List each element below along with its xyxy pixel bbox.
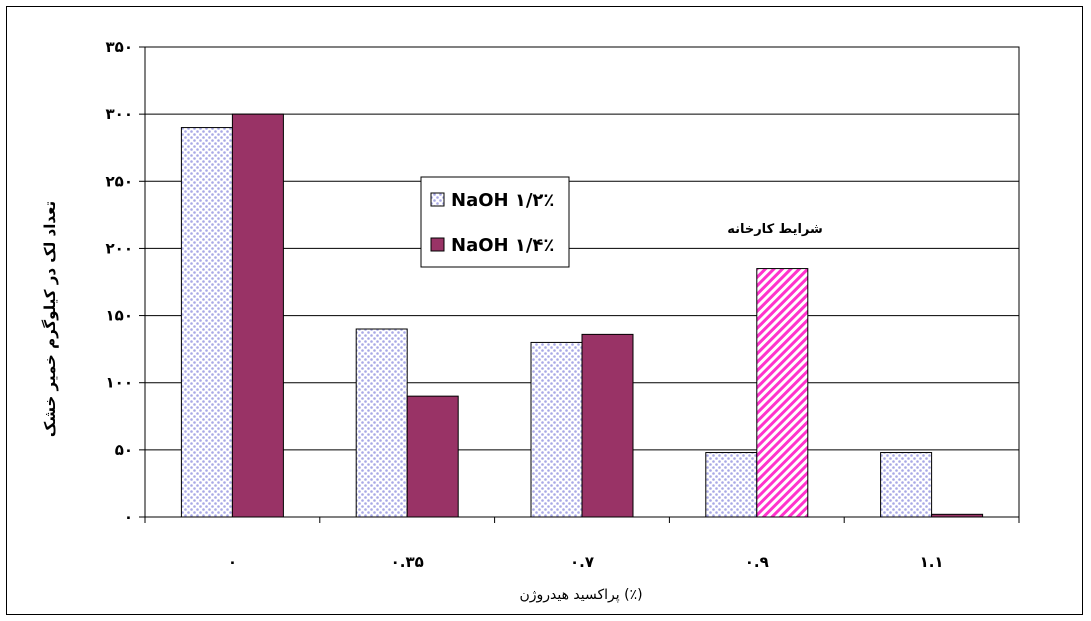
x-tick-label: ۱.۱: [920, 553, 944, 571]
chart-frame: ۰ ۵۰ ۱۰۰ ۱۵۰ ۲۰۰ ۲۵۰ ۳۰۰ ۳۵۰ ۰ ۰.۳۵ ۰.۷ ۰.۹ ۱.۱ تعدا…: [6, 6, 1083, 615]
bar-factory-conditions: [756, 268, 809, 518]
bar-series-1: [530, 341, 583, 518]
y-tick-label: ۲۵۰: [106, 172, 133, 190]
y-tick-label: ۱۰۰: [106, 374, 133, 392]
x-tick-label: ۰: [228, 553, 237, 571]
x-tick-label: ۰.۷: [570, 553, 594, 571]
legend-box: [420, 176, 570, 268]
y-axis-title: تعداد لک در کیلوگرم خمیر خشک: [41, 201, 59, 437]
y-tick-label: ۳۰۰: [106, 105, 133, 123]
bar-series-1: [705, 452, 758, 518]
factory-conditions-annotation: شرایط کارخانه: [727, 222, 823, 237]
legend-swatch-series-2: [430, 237, 445, 252]
x-tick-label: ۰.۹: [745, 553, 769, 571]
bar-series-1: [180, 127, 233, 518]
y-tick-label: ۲۰۰: [106, 239, 133, 257]
legend: NaOH ۱/۲٪ NaOH ۱/۴٪: [420, 176, 570, 268]
y-tick-label: ۵۰: [115, 441, 133, 459]
bar-series-2: [581, 333, 634, 518]
x-axis-title: پراکسید هیدروژن (٪): [519, 587, 642, 603]
bar-series-1: [880, 452, 933, 518]
y-tick-label: ۳۵۰: [106, 38, 133, 56]
legend-label-series-1: NaOH ۱/۲٪: [451, 190, 554, 211]
bar-series-1: [355, 328, 408, 518]
x-tick-label: ۰.۳۵: [391, 553, 424, 571]
bar-series-2: [231, 113, 284, 518]
legend-label-series-2: NaOH ۱/۴٪: [451, 235, 554, 256]
y-tick-label: ۱۵۰: [106, 307, 133, 325]
bar-chart: ۰ ۵۰ ۱۰۰ ۱۵۰ ۲۰۰ ۲۵۰ ۳۰۰ ۳۵۰ ۰ ۰.۳۵ ۰.۷ ۰.۹ ۱.۱ تعدا…: [41, 38, 1020, 603]
y-tick-label: ۰: [124, 508, 133, 526]
legend-swatch-series-1: [430, 192, 445, 207]
bar-series-2: [406, 395, 459, 518]
